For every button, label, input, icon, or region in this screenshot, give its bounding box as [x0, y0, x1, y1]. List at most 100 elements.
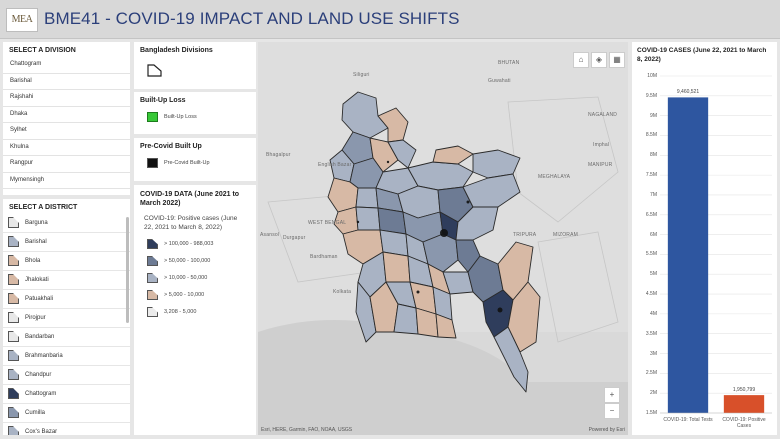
y-tick-label: 2M [650, 390, 657, 397]
map-place-label: Kolkata [333, 289, 352, 295]
division-item[interactable]: Rajshahi [3, 90, 130, 107]
map-place-label: Bhagalpur [266, 152, 291, 158]
y-tick-label: 4.5M [645, 291, 657, 298]
district-list-scrollbar[interactable] [126, 217, 129, 323]
map-place-label: Guwahati [488, 78, 511, 84]
district-swatch [8, 274, 19, 285]
precovid-swatch [147, 158, 158, 168]
covid-class-swatch [147, 273, 158, 283]
covid-class-swatch [147, 239, 158, 249]
map-view[interactable]: Siliguri BHUTAN Guwahati NAGALAND MANIPUR MEG… [258, 42, 628, 435]
covid-class-label: > 100,000 - 988,003 [164, 241, 214, 247]
y-tick-label: 9.5M [645, 92, 657, 99]
basemap-button[interactable]: ▦ [609, 52, 625, 68]
y-tick-label: 3M [650, 350, 657, 357]
chart-title: COVID-19 CASES (June 22, 2021 to March 8… [637, 47, 767, 63]
district-label: Barishal [25, 239, 47, 245]
zoom-in-button[interactable]: + [604, 387, 620, 403]
division-item[interactable]: Dhaka [3, 107, 130, 123]
chart-bar[interactable] [723, 395, 765, 413]
legend-covid-subtitle: COVID-19: Positive cases (June 22, 2021 … [144, 215, 238, 231]
y-tick-label: 7.5M [645, 172, 657, 179]
home-button[interactable]: ⌂ [573, 52, 589, 68]
division-item[interactable]: Chattogram [3, 57, 130, 74]
page-title: BME41 - COVID-19 IMPACT AND LAND USE SHI… [44, 9, 460, 28]
division-item[interactable]: Rangpur [3, 156, 130, 173]
district-item[interactable]: Chandpur [3, 366, 130, 385]
y-tick-label: 7M [650, 191, 657, 198]
map-place-label: BHUTAN [498, 60, 520, 66]
x-category-label: COVID-19: Total Tests [663, 417, 713, 423]
district-swatch [8, 217, 19, 228]
district-label: Chandpur [25, 372, 52, 378]
powered-by-esri[interactable]: Powered by Esri [588, 427, 625, 433]
district-item[interactable]: Cox's Bazar [3, 423, 130, 435]
district-item[interactable]: Pirojpur [3, 309, 130, 328]
district-item[interactable]: Bhola [3, 252, 130, 271]
layers-button[interactable]: ◈ [591, 52, 607, 68]
district-label: Brahmanbaria [25, 353, 63, 359]
district-swatch [8, 293, 19, 304]
district-label: Patuakhali [25, 296, 54, 302]
chart-svg [660, 75, 772, 414]
legend-covid: COVID-19 DATA (June 2021 to March 2022) … [134, 185, 256, 435]
map-place-label: Durgapur [283, 235, 306, 241]
district-swatch [8, 426, 19, 435]
district-list-panel: SELECT A DISTRICT Barguna Barishal Bhola Jh… [3, 199, 130, 435]
y-tick-label: 8M [650, 152, 657, 159]
district-label: Jhalokati [25, 277, 49, 283]
legend-divisions-title: Bangladesh Divisions [140, 47, 213, 54]
covid-class-swatch [147, 290, 158, 300]
legend-precovid-title: Pre-Covid Built Up [140, 143, 202, 150]
legend-builtup-loss-title: Built-Up Loss [140, 97, 186, 104]
map-place-label: Siliguri [353, 72, 370, 78]
district-label: Cox's Bazar [25, 429, 58, 435]
covid-class-row: > 5,000 - 10,000 [134, 287, 256, 304]
home-icon: ⌂ [578, 55, 584, 64]
district-swatch [8, 350, 19, 361]
division-item[interactable]: Barishal [3, 74, 130, 90]
district-item[interactable]: Bandarban [3, 328, 130, 347]
division-list: Chattogram Barishal Rajshahi Dhaka Sylhet Khu… [3, 57, 130, 189]
app-header: MEA BME41 - COVID-19 IMPACT AND LAND USE… [0, 0, 780, 39]
covid-class-swatch [147, 256, 158, 266]
district-swatch [8, 388, 19, 399]
chart-area: 1.5M 2M 2.5M 3M 3.5M 4M 4.5M 5M 5.5M 6M 6.5M 7M 7.5M… [632, 42, 777, 435]
legend-precovid: Pre-Covid Built Up Pre-Covid Built-Up [134, 138, 256, 181]
grid-icon: ▦ [613, 55, 621, 64]
map-place-label: Imphal [593, 142, 610, 148]
legend-builtup-loss-row: Built-Up Loss [134, 109, 256, 126]
division-list-panel: SELECT A DIVISION Chattogram Barishal Rajs… [3, 42, 130, 195]
district-item[interactable]: Barguna [3, 214, 130, 233]
district-item[interactable]: Cumilla [3, 404, 130, 423]
covid-class-label: > 50,000 - 100,000 [164, 258, 211, 264]
district-label: Bhola [25, 258, 41, 264]
covid-class-row: 3,208 - 5,000 [134, 304, 256, 321]
district-item[interactable]: Barishal [3, 233, 130, 252]
district-label: Bandarban [25, 334, 55, 340]
map-attribution: Esri, HERE, Garmin, FAO, NOAA, USGS [261, 427, 353, 433]
division-item[interactable]: Sylhet [3, 123, 130, 140]
district-item[interactable]: Patuakhali [3, 290, 130, 309]
layers-icon: ◈ [595, 55, 603, 64]
zoom-out-button[interactable]: − [604, 403, 620, 419]
y-tick-label: 4M [650, 310, 657, 317]
logo: MEA [6, 8, 38, 32]
legend-covid-classes: > 100,000 - 988,003 > 50,000 - 100,000 > 1… [134, 236, 256, 321]
legend-covid-title: COVID-19 DATA (June 2021 to March 2022) [140, 191, 240, 207]
district-item[interactable]: Chattogram [3, 385, 130, 404]
district-item[interactable]: Brahmanbaria [3, 347, 130, 366]
y-tick-label: 5.5M [645, 251, 657, 258]
map-place-label: Asansol [260, 232, 280, 238]
builtup-loss-label: Built-Up Loss [164, 114, 197, 120]
chart-bar[interactable] [667, 97, 709, 413]
district-item[interactable]: Jhalokati [3, 271, 130, 290]
map-place-label: NAGALAND [588, 112, 618, 118]
district-swatch [8, 407, 19, 418]
covid-class-row: > 50,000 - 100,000 [134, 253, 256, 270]
district-label: Cumilla [25, 410, 46, 416]
division-item[interactable]: Khulna [3, 140, 130, 156]
district-label: Chattogram [25, 391, 57, 397]
district-list: Barguna Barishal Bhola Jhalokati Patuakhali P… [3, 214, 130, 435]
division-item[interactable]: Mymensingh [3, 173, 130, 189]
